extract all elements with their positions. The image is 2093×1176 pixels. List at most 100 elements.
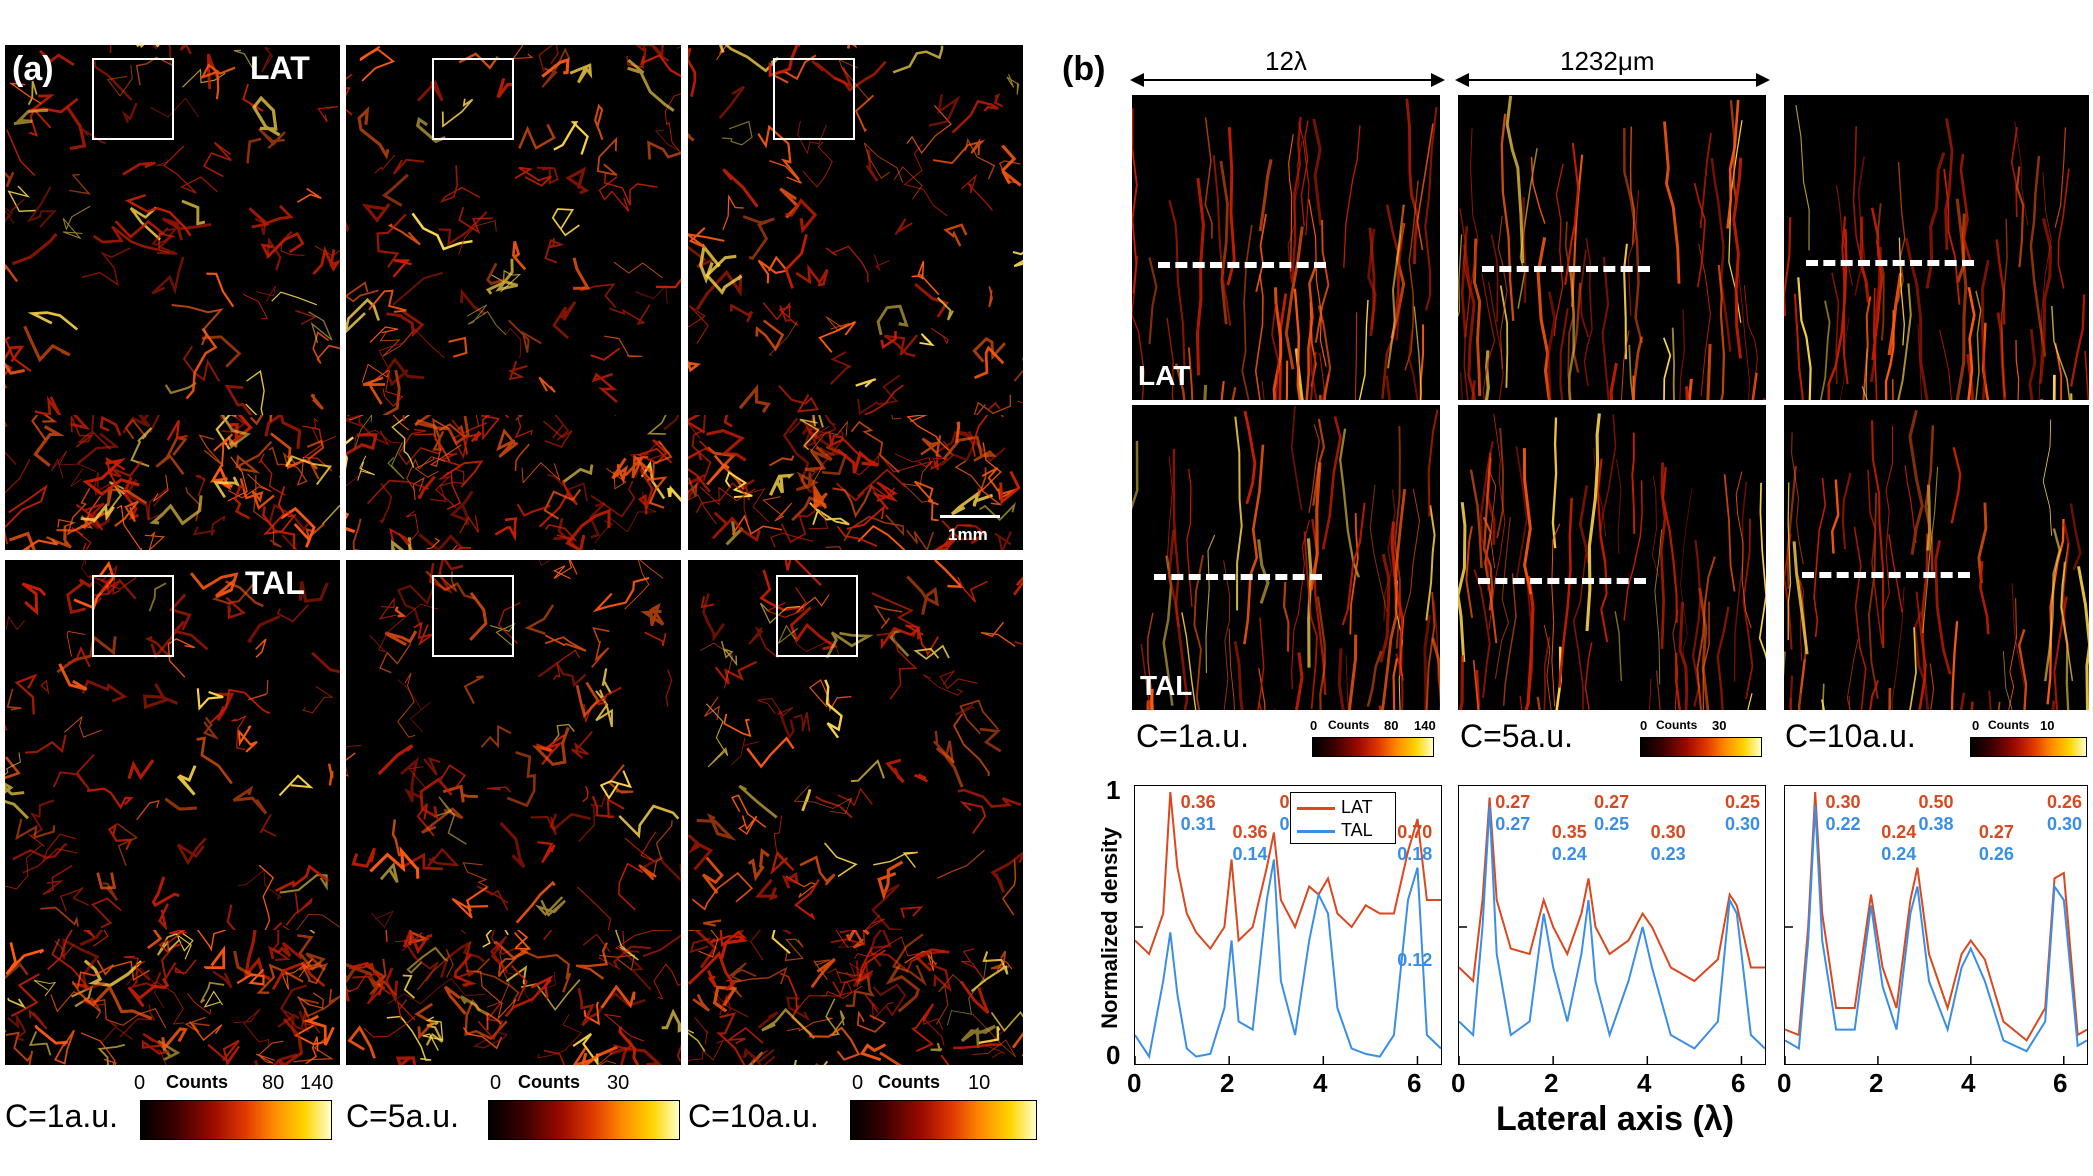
vessel-texture	[5, 415, 340, 550]
vessel-stroke	[1762, 397, 1766, 400]
vessel-stroke	[255, 1040, 284, 1064]
vessel-stroke	[1627, 190, 1640, 316]
cond-label-a-3: C=10a.u.	[688, 1098, 819, 1134]
vessel-stroke	[1564, 142, 1580, 286]
vessel-stroke	[741, 479, 755, 501]
vessel-stroke	[1680, 487, 1693, 692]
vessel-stroke	[1175, 363, 1186, 400]
vessel-stroke	[505, 965, 528, 985]
vessel-stroke	[920, 435, 943, 459]
vessel-stroke	[453, 953, 477, 987]
vessel-stroke	[2008, 598, 2017, 710]
vessel-stroke	[417, 475, 436, 500]
vessel-stroke	[514, 443, 530, 471]
vessel-stroke	[853, 454, 879, 476]
vessel-stroke	[327, 763, 334, 786]
vessel-stroke	[439, 940, 485, 978]
vessel-stroke	[1366, 650, 1383, 707]
vessel-stroke	[591, 627, 610, 668]
vessel-stroke	[572, 1047, 602, 1065]
vessel-stroke	[534, 896, 566, 917]
vessel-stroke	[637, 855, 681, 882]
vessel-stroke	[254, 217, 267, 235]
vessel-stroke	[795, 594, 830, 614]
vessel-stroke	[737, 930, 792, 937]
vessel-stroke	[280, 506, 316, 548]
vessel-stroke	[305, 1036, 319, 1065]
vessel-stroke	[15, 818, 56, 841]
vessel-stroke	[960, 1024, 997, 1048]
vessel-stroke	[759, 602, 800, 624]
vessel-stroke	[579, 283, 617, 309]
vessel-stroke	[1651, 475, 1660, 577]
cond-label-a-2: C=5a.u.	[346, 1098, 459, 1134]
vessel-stroke	[116, 504, 143, 550]
vessel-stroke	[106, 487, 148, 507]
roi-box	[773, 58, 855, 140]
vessel-stroke	[77, 432, 120, 465]
vessel-stroke	[33, 979, 57, 997]
vessel-stroke	[317, 105, 338, 123]
vessel-stroke	[422, 1016, 444, 1051]
vessel-stroke	[638, 443, 671, 465]
vessel-stroke	[310, 393, 324, 411]
vessel-stroke	[187, 993, 212, 1015]
vessel-stroke	[1867, 492, 1879, 699]
vessel-stroke	[977, 467, 987, 497]
vessel-texture	[688, 45, 1023, 415]
vessel-stroke	[379, 482, 393, 524]
vessel-stroke	[1419, 324, 1425, 400]
vessel-stroke	[106, 64, 133, 97]
annotation-lat: 0.27	[1979, 822, 2014, 842]
vessel-stroke	[443, 460, 484, 488]
vessel-stroke	[688, 477, 698, 498]
vessel-stroke	[802, 141, 833, 188]
vessel-stroke	[723, 713, 752, 738]
vessel-stroke	[811, 59, 854, 89]
vessel-stroke	[891, 933, 927, 987]
vessel-stroke	[699, 486, 756, 506]
vessel-stroke	[546, 474, 588, 502]
vessel-stroke	[688, 473, 706, 501]
annotation-tal: 0.27	[1495, 814, 1530, 834]
vessel-stroke	[2084, 350, 2089, 400]
cbar-a1-title: Counts	[166, 1072, 228, 1092]
vessel-stroke	[1543, 637, 1551, 710]
vessel-stroke	[1297, 122, 1310, 236]
vessel-stroke	[1887, 272, 1903, 356]
vessel-stroke	[1482, 516, 1498, 644]
vessel-stroke	[161, 217, 212, 241]
vessel-stroke	[571, 731, 593, 759]
vessel-stroke	[397, 679, 431, 733]
cond-label-a-1: C=1a.u.	[5, 1098, 118, 1134]
vessel-stroke	[144, 531, 165, 550]
vessel-stroke	[618, 1026, 640, 1065]
vessel-stroke	[203, 990, 224, 1008]
vessel-stroke	[124, 478, 151, 520]
vessel-stroke	[609, 304, 651, 325]
vessel-stroke	[600, 984, 636, 1009]
vessel-stroke	[507, 319, 542, 353]
vessel-stroke	[706, 454, 730, 486]
vessel-stroke	[863, 142, 904, 183]
vessel-stroke	[650, 45, 670, 62]
vessel-stroke	[109, 460, 143, 478]
vessel-stroke	[957, 576, 988, 603]
vessel-stroke	[1473, 238, 1482, 397]
vessel-stroke	[463, 675, 485, 704]
cbar-a2-tick-1: 30	[607, 1072, 630, 1094]
vessel-stroke	[919, 333, 936, 347]
vessel-stroke	[942, 435, 997, 462]
vessel-stroke	[105, 456, 126, 489]
vessel-stroke	[743, 488, 770, 523]
vessel-stroke	[1997, 701, 2001, 710]
dimension-arrows	[1130, 73, 1770, 87]
vessel-stroke	[694, 1016, 709, 1045]
vessel-stroke	[347, 1025, 376, 1059]
vessel-stroke	[195, 474, 206, 496]
vessel-texture	[1132, 405, 1440, 710]
vessel-stroke	[954, 701, 975, 716]
zoom-lat-c1	[1132, 95, 1440, 400]
profile-plot-c5: 0.27 0.27 0.35 0.24 0.27 0.25 0.30 0.23 0.25 0.30	[1458, 785, 1766, 1065]
vessel-stroke	[1631, 432, 1636, 534]
